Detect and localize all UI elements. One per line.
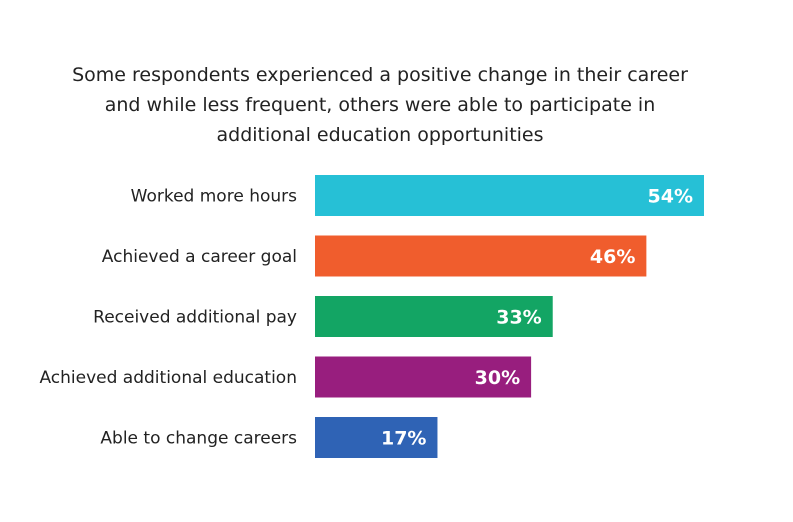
value-label-4: 30% bbox=[475, 367, 520, 389]
bars-group: Worked more hours 54% Achieved a career go… bbox=[39, 175, 704, 458]
category-label-1: Worked more hours bbox=[131, 187, 297, 207]
bar-5 bbox=[315, 417, 438, 458]
value-label-3: 33% bbox=[496, 307, 541, 329]
category-label-3: Received additional pay bbox=[93, 308, 297, 328]
bar-4 bbox=[315, 356, 532, 398]
bar-1 bbox=[315, 175, 704, 216]
chart-title: Some respondents experienced a positive … bbox=[72, 64, 688, 146]
category-label-5: Able to change careers bbox=[100, 429, 297, 449]
value-label-1: 54% bbox=[648, 186, 693, 208]
category-label-2: Achieved a career goal bbox=[102, 247, 297, 267]
value-label-5: 17% bbox=[381, 428, 426, 450]
bar-3 bbox=[315, 296, 553, 337]
category-label-4: Achieved additional education bbox=[39, 368, 297, 388]
bar-2 bbox=[315, 235, 647, 277]
value-label-2: 46% bbox=[590, 246, 635, 268]
